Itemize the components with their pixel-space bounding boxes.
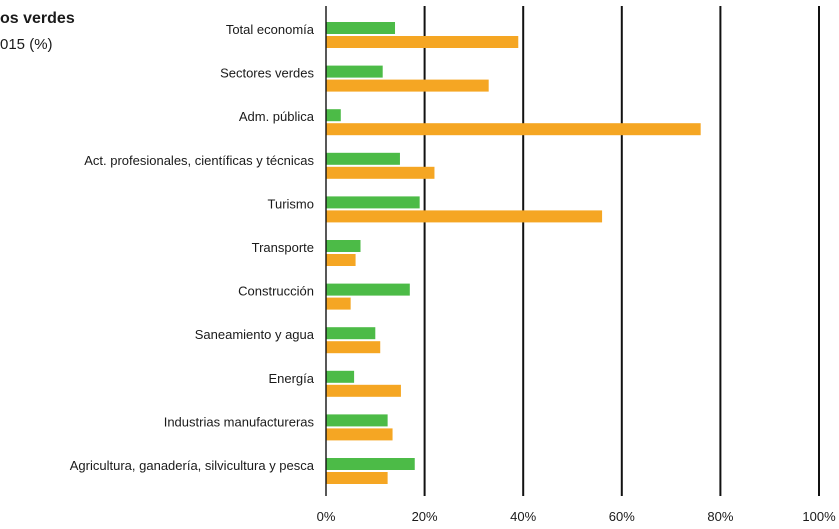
bar-series-1-3 [326, 152, 400, 165]
category-label-8: Energía [268, 371, 314, 386]
category-label-7: Saneamiento y agua [195, 327, 315, 342]
category-label-9: Industrias manufactureras [164, 414, 315, 429]
bar-series-1-5 [326, 240, 361, 252]
bar-series-2-9 [326, 428, 393, 441]
category-label-5: Transporte [252, 240, 314, 255]
bar-series-1-9 [326, 414, 388, 427]
bar-series-2-5 [326, 254, 356, 266]
x-tick-label-0: 0% [317, 509, 336, 524]
category-label-3: Act. profesionales, científicas y técnic… [84, 153, 314, 168]
chart-title-line-2: 015 (%) [0, 36, 53, 53]
x-tick-label-100: 100% [802, 509, 836, 524]
category-label-0: Total economía [226, 22, 315, 37]
bar-series-1-0 [326, 22, 396, 34]
bar-series-2-2 [326, 123, 701, 136]
category-label-4: Turismo [268, 196, 314, 211]
bar-series-2-3 [326, 166, 435, 179]
bar-series-2-1 [326, 79, 489, 92]
chart-title-line-1: os verdes [0, 10, 75, 27]
bar-series-1-8 [326, 370, 355, 383]
bar-series-1-2 [326, 109, 341, 122]
category-label-10: Agricultura, ganadería, silvicultura y p… [70, 458, 315, 473]
x-tick-label-80: 80% [707, 509, 733, 524]
category-label-2: Adm. pública [239, 109, 315, 124]
bar-series-2-8 [326, 384, 401, 397]
bar-series-2-6 [326, 297, 351, 310]
x-tick-label-60: 60% [609, 509, 635, 524]
bar-series-1-10 [326, 458, 415, 470]
chart-title: os verdes 015 (%) [0, 0, 200, 60]
bar-series-1-6 [326, 283, 410, 296]
x-tick-label-20: 20% [412, 509, 438, 524]
bar-series-1-4 [326, 196, 420, 209]
category-label-6: Construcción [238, 284, 314, 299]
bar-series-1-1 [326, 65, 383, 78]
bar-series-2-7 [326, 341, 381, 354]
bar-series-1-7 [326, 327, 376, 340]
bar-series-2-0 [326, 36, 519, 48]
x-tick-label-40: 40% [510, 509, 536, 524]
bar-series-2-4 [326, 210, 603, 223]
category-label-1: Sectores verdes [220, 66, 314, 81]
bar-series-2-10 [326, 472, 388, 484]
